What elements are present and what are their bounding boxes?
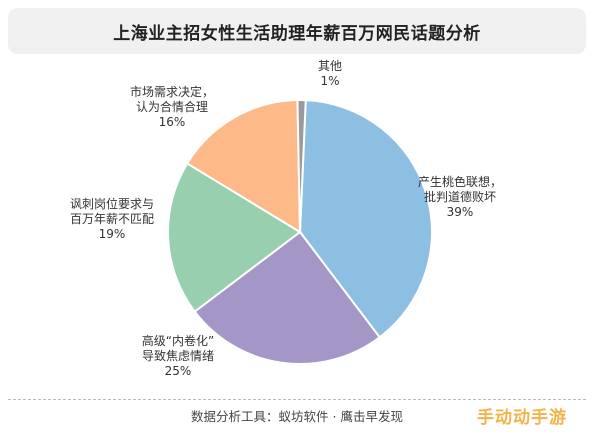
slice-category-label: 导致焦虑情绪 xyxy=(142,349,214,363)
pie-slice xyxy=(167,162,302,314)
watermark-logo: 手动动手游 xyxy=(477,408,567,428)
slice-category-label: 批判道德败坏 xyxy=(424,189,496,204)
chart-title: 上海业主招女性生活助理年薪百万网民话题分析 xyxy=(113,23,481,44)
slice-category-label: 百万年薪不匹配 xyxy=(70,212,154,226)
title-banner: 上海业主招女性生活助理年薪百万网民话题分析 xyxy=(8,8,586,54)
source-note: 数据分析工具：蚁坊软件 · 鹰击早发现 xyxy=(191,409,403,424)
footer-divider xyxy=(8,399,586,400)
slice-category-label: 市场需求决定， xyxy=(130,84,214,99)
slice-percent-label: 19% xyxy=(99,227,126,241)
slice-percent-label: 39% xyxy=(447,205,474,219)
pie-slice xyxy=(296,99,307,233)
slice-category-label: 产生桃色联想， xyxy=(418,174,502,189)
pie-slice xyxy=(185,99,302,234)
slice-percent-label: 1% xyxy=(320,74,339,88)
slice-category-label: 其他 xyxy=(318,59,342,73)
slice-category-label: 认为合情合理 xyxy=(136,99,208,114)
slice-category-label: 讽刺岗位要求与 xyxy=(70,196,154,211)
pie-slice xyxy=(298,99,433,339)
pie-slice xyxy=(193,230,382,365)
slice-percent-label: 25% xyxy=(165,364,192,378)
slice-percent-label: 16% xyxy=(159,115,186,129)
slice-category-label: 高级“内卷化” xyxy=(142,333,214,348)
